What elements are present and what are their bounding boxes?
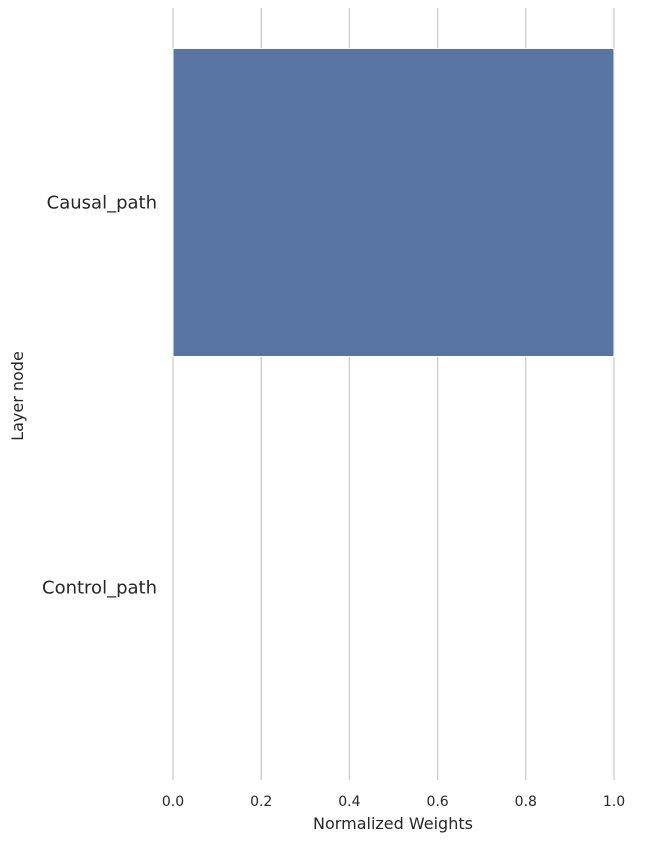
x-tick-label-2: 0.4	[338, 794, 360, 810]
bars	[172, 48, 615, 357]
x-tick-labels: 0.0 0.2 0.4 0.6 0.8 1.0	[162, 794, 625, 810]
y-tick-labels: Causal_path Control_path	[42, 193, 157, 599]
x-tick-label-0: 0.0	[162, 794, 184, 810]
x-tick-label-3: 0.6	[426, 794, 448, 810]
bar-causal-path	[172, 48, 615, 357]
x-tick-label-4: 0.8	[515, 794, 537, 810]
y-tick-label-control-path: Control_path	[42, 578, 157, 599]
x-tick-label-5: 1.0	[603, 794, 625, 810]
x-tick-label-1: 0.2	[250, 794, 272, 810]
y-tick-label-causal-path: Causal_path	[47, 193, 157, 214]
y-axis-label: Layer node	[8, 351, 27, 441]
x-axis-label: Normalized Weights	[313, 814, 473, 833]
